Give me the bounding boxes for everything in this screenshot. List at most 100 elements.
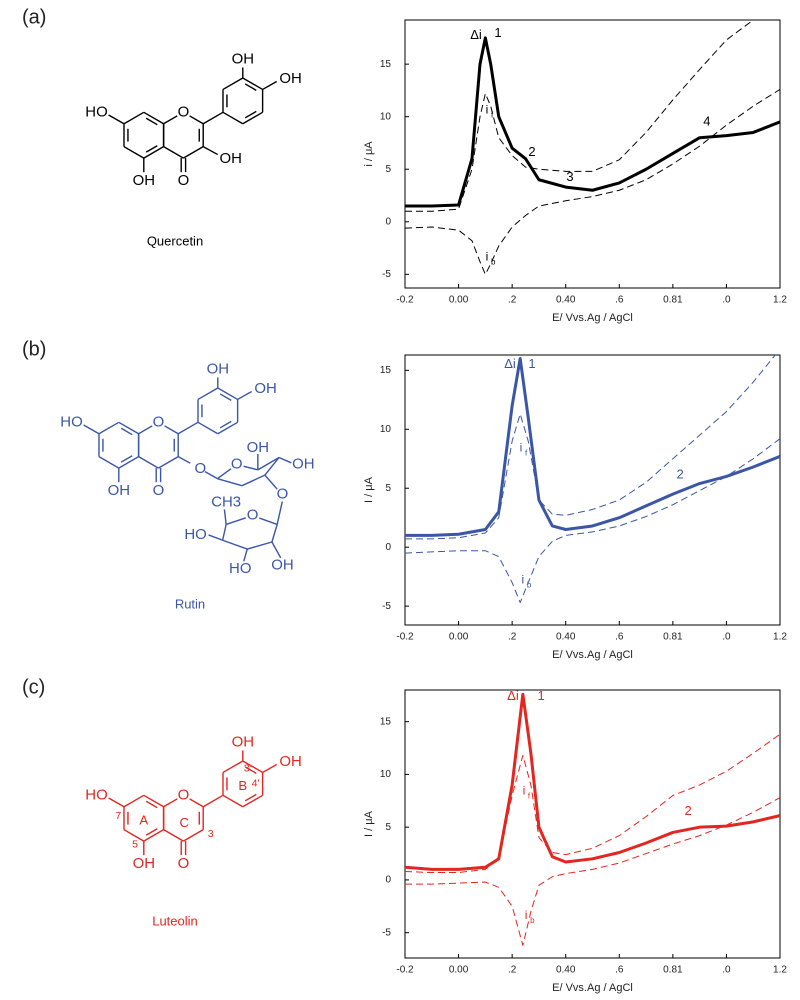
y-tick-label: 10 [380,111,392,122]
bond [242,794,263,808]
atom-label: O [178,855,190,872]
annotation: 2 [685,803,692,818]
x-tick-label: 0.40 [556,295,576,306]
molecule-name: Rutin [175,596,205,611]
bond [222,111,244,125]
atom-label: OH [279,70,301,87]
x-tick-label: 1.2 [773,295,787,306]
bond [271,524,278,543]
bond [208,534,223,541]
x-tick-label: 0.00 [449,295,469,306]
bond [257,456,280,471]
atom-label: O [153,413,165,430]
atom-label: O [277,485,289,502]
atom-label: O [178,786,190,803]
bond [242,760,263,774]
x-tick-label: .6 [615,632,624,643]
atom-label: 7 [115,810,121,822]
annotation-subscript: b [491,258,496,267]
bond [197,421,219,435]
bond [223,509,227,525]
bond [158,456,179,469]
bond [204,470,218,480]
annotation: 1 [494,25,501,40]
molecule-structure: OH OH HO O OH O OH [85,50,301,188]
panel-label: (c) [22,676,45,698]
atom-mask [176,788,191,803]
bond [123,111,145,125]
y-tick-label: 5 [385,822,391,833]
atom-label: OH [292,456,314,473]
x-tick-label: .0 [722,965,731,976]
x-axis-label: E/ Vvs.Ag / AgCl [552,312,633,324]
curve [405,20,755,212]
atom-label: OH [133,855,155,872]
atom-label: OH [133,172,155,189]
y-tick-label: 15 [380,59,392,70]
annotation: Δi [470,27,482,42]
bond [202,111,224,125]
x-tick-label: 0.40 [556,632,576,643]
y-tick-label: -5 [382,269,391,280]
x-tick-label: .0 [722,632,731,643]
y-tick-label: 10 [380,424,392,435]
atom-label: A [139,812,148,827]
bond [120,427,133,436]
x-tick-label: 0.81 [663,965,683,976]
bond [222,539,248,550]
plot-frame [404,19,781,289]
x-tick-label: .2 [508,295,517,306]
y-tick-label: 0 [385,875,391,886]
bond [98,421,120,435]
x-tick-label: 0.81 [663,632,683,643]
atom-mask [176,105,191,120]
bond [163,829,184,842]
atom-label: 3 [208,828,214,840]
bond [118,421,139,435]
x-tick-label: 0.81 [663,295,683,306]
atom-label: HO [60,413,82,430]
atom-label: B [238,778,247,793]
annotation: 4 [703,113,710,128]
bond [145,145,158,153]
annotation: 2 [676,467,683,482]
atom-label: OH [219,150,241,167]
bond [244,83,257,91]
plot-frame [404,354,781,626]
atom-label: OH [232,50,254,67]
panel-label: (b) [22,338,46,360]
bond [247,541,273,550]
bond [183,146,204,159]
x-tick-label: -0.2 [396,295,414,306]
bond [108,797,125,808]
x-tick-label: -0.2 [396,965,414,976]
annotation: Δi [504,356,516,371]
bond [244,793,257,802]
x-tick-label: .2 [508,965,517,976]
molecule-structure: OH OH HO O OH O 7 5 3 3'4' A C B [85,733,301,871]
x-axis-label: E/ Vvs.Ag / AgCl [552,649,633,661]
annotation: 3 [566,169,573,184]
x-tick-label: -0.2 [396,632,414,643]
atom-label: 3' [244,763,252,775]
annotation-subscript: b [527,580,532,589]
x-tick-label: 1.2 [773,632,787,643]
molecule-name: Quercetin [147,233,203,248]
annotation: 2 [528,144,535,159]
curve [405,438,780,604]
annotation: i [525,908,528,922]
atom-label: O [178,172,190,189]
atom-mask [275,487,290,502]
atom-label: OH [232,733,254,750]
panel-label: (a) [22,6,46,28]
y-tick-label: 5 [385,164,391,175]
curve [405,733,780,874]
atom-label: HO [85,786,107,803]
bond [143,829,164,842]
bond [222,794,244,808]
x-tick-label: 0.40 [556,965,576,976]
atom-label: OH [247,439,269,456]
annotation: 1 [537,688,544,703]
x-tick-label: .6 [615,965,624,976]
